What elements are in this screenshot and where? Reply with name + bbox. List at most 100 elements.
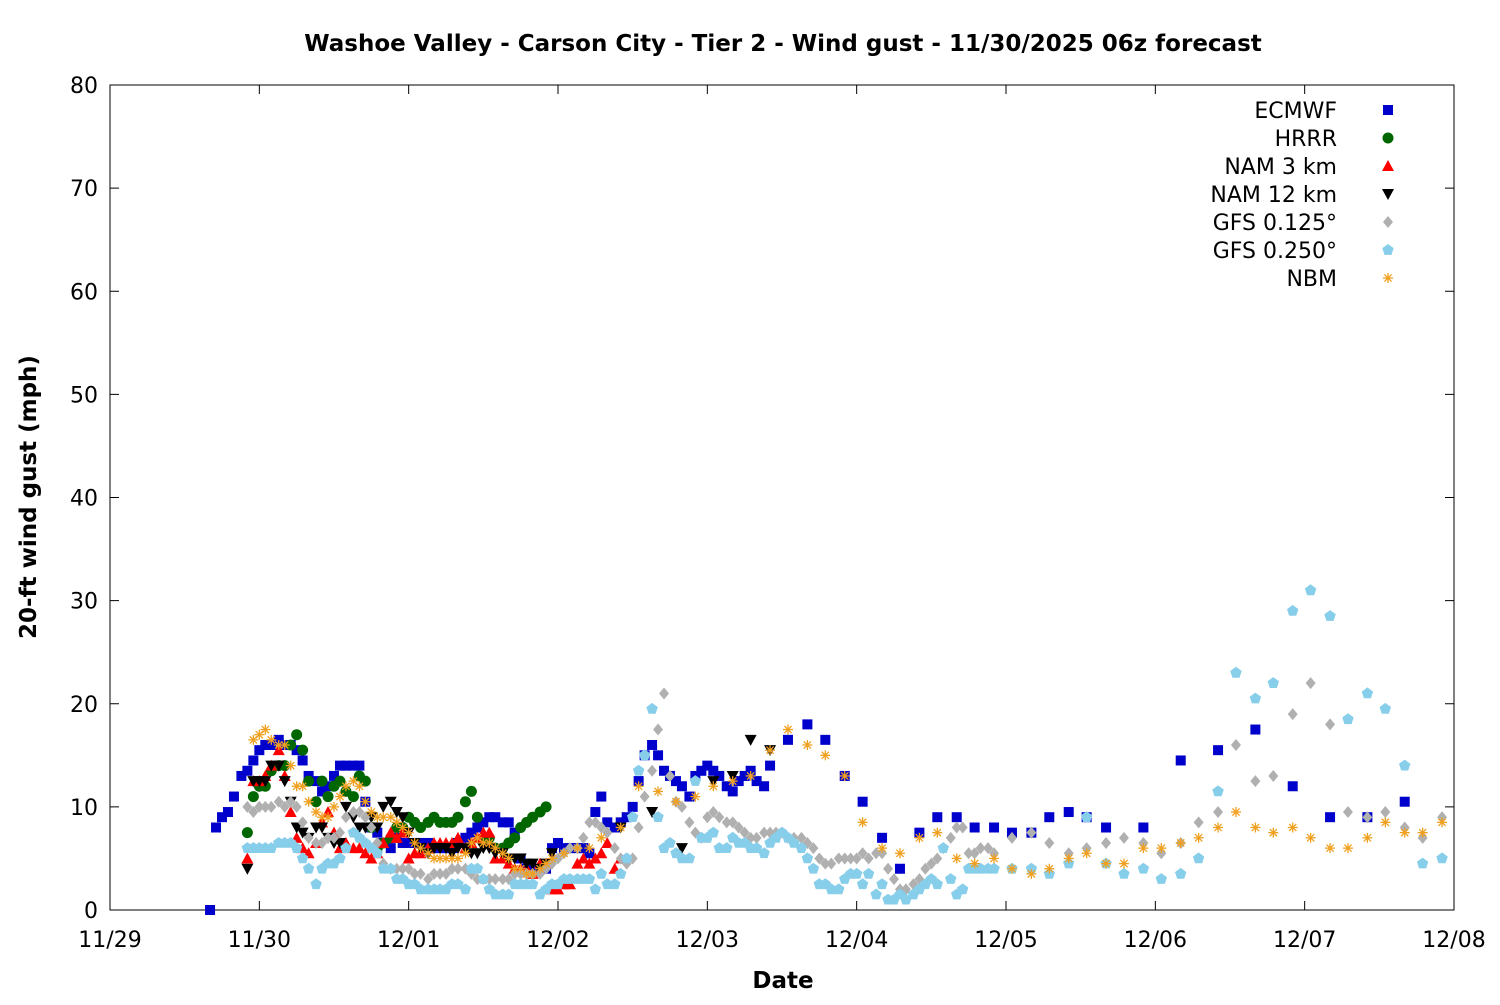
data-point-nbm: [260, 724, 271, 735]
data-point-gfs-0-125: [983, 842, 994, 855]
data-point-ecmwf: [236, 770, 247, 781]
data-point-nam-12-km: [744, 734, 757, 746]
asterisk-stroke: [429, 854, 439, 863]
data-point-gfs-0-250: [721, 842, 733, 853]
data-point-gfs-0-125: [1006, 831, 1017, 844]
data-point-ecmwf: [354, 760, 365, 771]
asterisk-stroke: [304, 797, 313, 806]
data-point-ecmwf: [385, 843, 396, 854]
asterisk-stroke: [286, 761, 295, 770]
asterisk-stroke: [329, 802, 339, 811]
data-point-gfs-0-125: [1287, 708, 1298, 721]
data-point-gfs-0-125: [242, 800, 253, 813]
data-point-gfs-0-250: [621, 852, 633, 864]
asterisk-stroke: [1045, 864, 1054, 873]
data-point-gfs-0-250: [646, 702, 658, 714]
y-tick-label: 70: [70, 177, 98, 202]
y-tick-label: 50: [70, 383, 98, 408]
asterisk-stroke: [522, 869, 531, 878]
data-point-gfs-0-125: [647, 764, 658, 777]
data-point-ecmwf: [460, 832, 471, 843]
data-point-ecmwf: [647, 740, 658, 750]
data-point-gfs-0-250: [1304, 584, 1317, 596]
data-point-gfs-0-125: [260, 800, 271, 813]
data-point-gfs-0-250: [638, 749, 651, 761]
asterisk-stroke: [1325, 844, 1335, 853]
data-point-ecmwf: [627, 801, 638, 812]
asterisk-stroke: [895, 849, 905, 858]
plot-area: [109, 84, 1455, 911]
data-point-nbm: [653, 786, 664, 797]
data-point-ecmwf: [503, 817, 514, 828]
data-point-gfs-0-250: [601, 878, 613, 890]
data-point-gfs-0-125: [354, 806, 365, 819]
data-point-gfs-0-125: [303, 831, 314, 844]
data-point-ecmwf: [547, 843, 558, 854]
data-point-nam-12-km: [278, 776, 291, 788]
data-point-gfs-0-125: [429, 867, 440, 880]
data-point-nam-3-km: [284, 806, 297, 818]
data-point-hrrr: [459, 796, 471, 808]
data-point-gfs-0-125: [702, 811, 713, 824]
asterisk-stroke: [317, 813, 327, 822]
data-point-gfs-0-125: [639, 790, 650, 803]
asterisk-stroke: [516, 864, 525, 873]
data-point-nam-12-km: [333, 837, 346, 849]
data-point-gfs-0-125: [360, 811, 371, 824]
data-point-nbm: [452, 853, 463, 864]
data-point-ecmwf: [765, 760, 776, 771]
data-point-ecmwf: [311, 776, 322, 787]
data-point-nbm: [329, 801, 339, 812]
legend-marker: [1382, 244, 1394, 255]
asterisk-stroke: [573, 844, 582, 853]
data-point-ecmwf: [782, 734, 793, 745]
data-point-gfs-0-125: [857, 847, 868, 860]
data-point-gfs-0-250: [265, 842, 277, 853]
data-point-ecmwf: [452, 837, 463, 848]
asterisk-stroke: [1194, 833, 1203, 842]
data-point-gfs-0-125: [497, 873, 508, 886]
data-point-gfs-0-125: [291, 800, 302, 813]
data-point-gfs-0-125: [596, 821, 607, 834]
data-point-gfs-0-250: [377, 862, 389, 874]
data-point-gfs-0-250: [1436, 852, 1448, 864]
data-point-gfs-0-125: [1325, 718, 1336, 731]
data-point-nam-3-km: [601, 836, 614, 848]
data-point-nbm: [378, 812, 389, 823]
data-point-ecmwf: [266, 740, 277, 750]
data-point-gfs-0-125: [845, 852, 856, 865]
data-point-nbm: [1006, 863, 1017, 874]
data-point-hrrr: [452, 811, 464, 823]
data-point-nam-3-km: [589, 852, 602, 864]
asterisk-stroke: [709, 782, 718, 791]
asterisk-stroke: [1139, 844, 1148, 853]
data-point-gfs-0-250: [1267, 677, 1279, 688]
plot-border: [109, 84, 1455, 911]
data-point-ecmwf: [217, 812, 227, 823]
legend-label: NAM 12 km: [1210, 183, 1337, 208]
asterisk-stroke: [312, 807, 321, 817]
data-point-ecmwf: [466, 827, 477, 838]
data-point-ecmwf: [472, 822, 483, 833]
data-point-gfs-0-250: [340, 842, 352, 853]
asterisk-stroke: [473, 833, 482, 842]
asterisk-stroke: [479, 838, 488, 848]
asterisk-stroke: [498, 849, 507, 858]
asterisk-stroke: [1027, 869, 1036, 878]
data-point-gfs-0-125: [317, 836, 328, 849]
data-point-gfs-0-250: [459, 883, 472, 895]
data-point-gfs-0-250: [1192, 852, 1205, 864]
data-point-ecmwf: [684, 791, 695, 802]
asterisk-stroke: [653, 787, 663, 796]
data-point-nbm: [303, 796, 314, 807]
asterisk-stroke: [783, 725, 793, 734]
data-point-ecmwf: [273, 734, 284, 745]
asterisk-stroke: [261, 725, 270, 734]
x-axis-title: Date: [752, 968, 813, 994]
asterisk-stroke: [335, 792, 345, 801]
asterisk-stroke: [877, 844, 887, 853]
data-point-hrrr: [347, 791, 359, 803]
data-point-gfs-0-125: [684, 816, 695, 829]
data-point-gfs-0-250: [1137, 862, 1150, 874]
data-point-ecmwf: [739, 770, 750, 781]
